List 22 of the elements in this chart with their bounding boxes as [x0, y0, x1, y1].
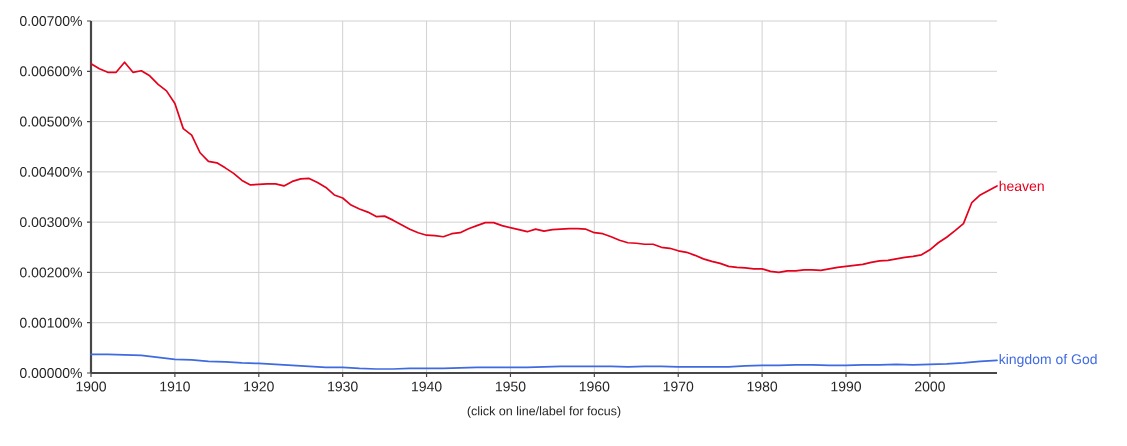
series-label: kingdom of God	[999, 353, 1097, 367]
y-tick-label: 0.00200%	[19, 267, 82, 278]
y-tick-label: 0.00500%	[19, 116, 82, 127]
x-tick-label: 1950	[495, 381, 526, 392]
x-tick-label: 1920	[244, 381, 274, 392]
x-tick-label: 1980	[747, 381, 778, 392]
x-tick-label: 1940	[412, 381, 442, 392]
x-tick-label: 1900	[76, 381, 107, 392]
y-tick-label: 0.00100%	[19, 317, 82, 328]
y-tick-label: 0.00300%	[19, 217, 82, 228]
x-tick-label: 1910	[160, 381, 190, 392]
y-tick-label: 0.00400%	[19, 166, 82, 177]
series-label: heaven	[999, 180, 1044, 192]
x-tick-label: 2000	[915, 381, 945, 392]
y-tick-label: 0.00600%	[19, 66, 82, 77]
x-tick-label: 1960	[579, 381, 610, 392]
y-tick-label: 0.00700%	[19, 16, 82, 26]
text: (click on line/label for focus)	[467, 406, 621, 418]
y-tick-label: 0.00000%	[19, 368, 82, 378]
x-tick-label: 1970	[663, 381, 694, 392]
x-tick-label: 1930	[328, 381, 358, 392]
x-tick-label: 1990	[831, 381, 862, 392]
